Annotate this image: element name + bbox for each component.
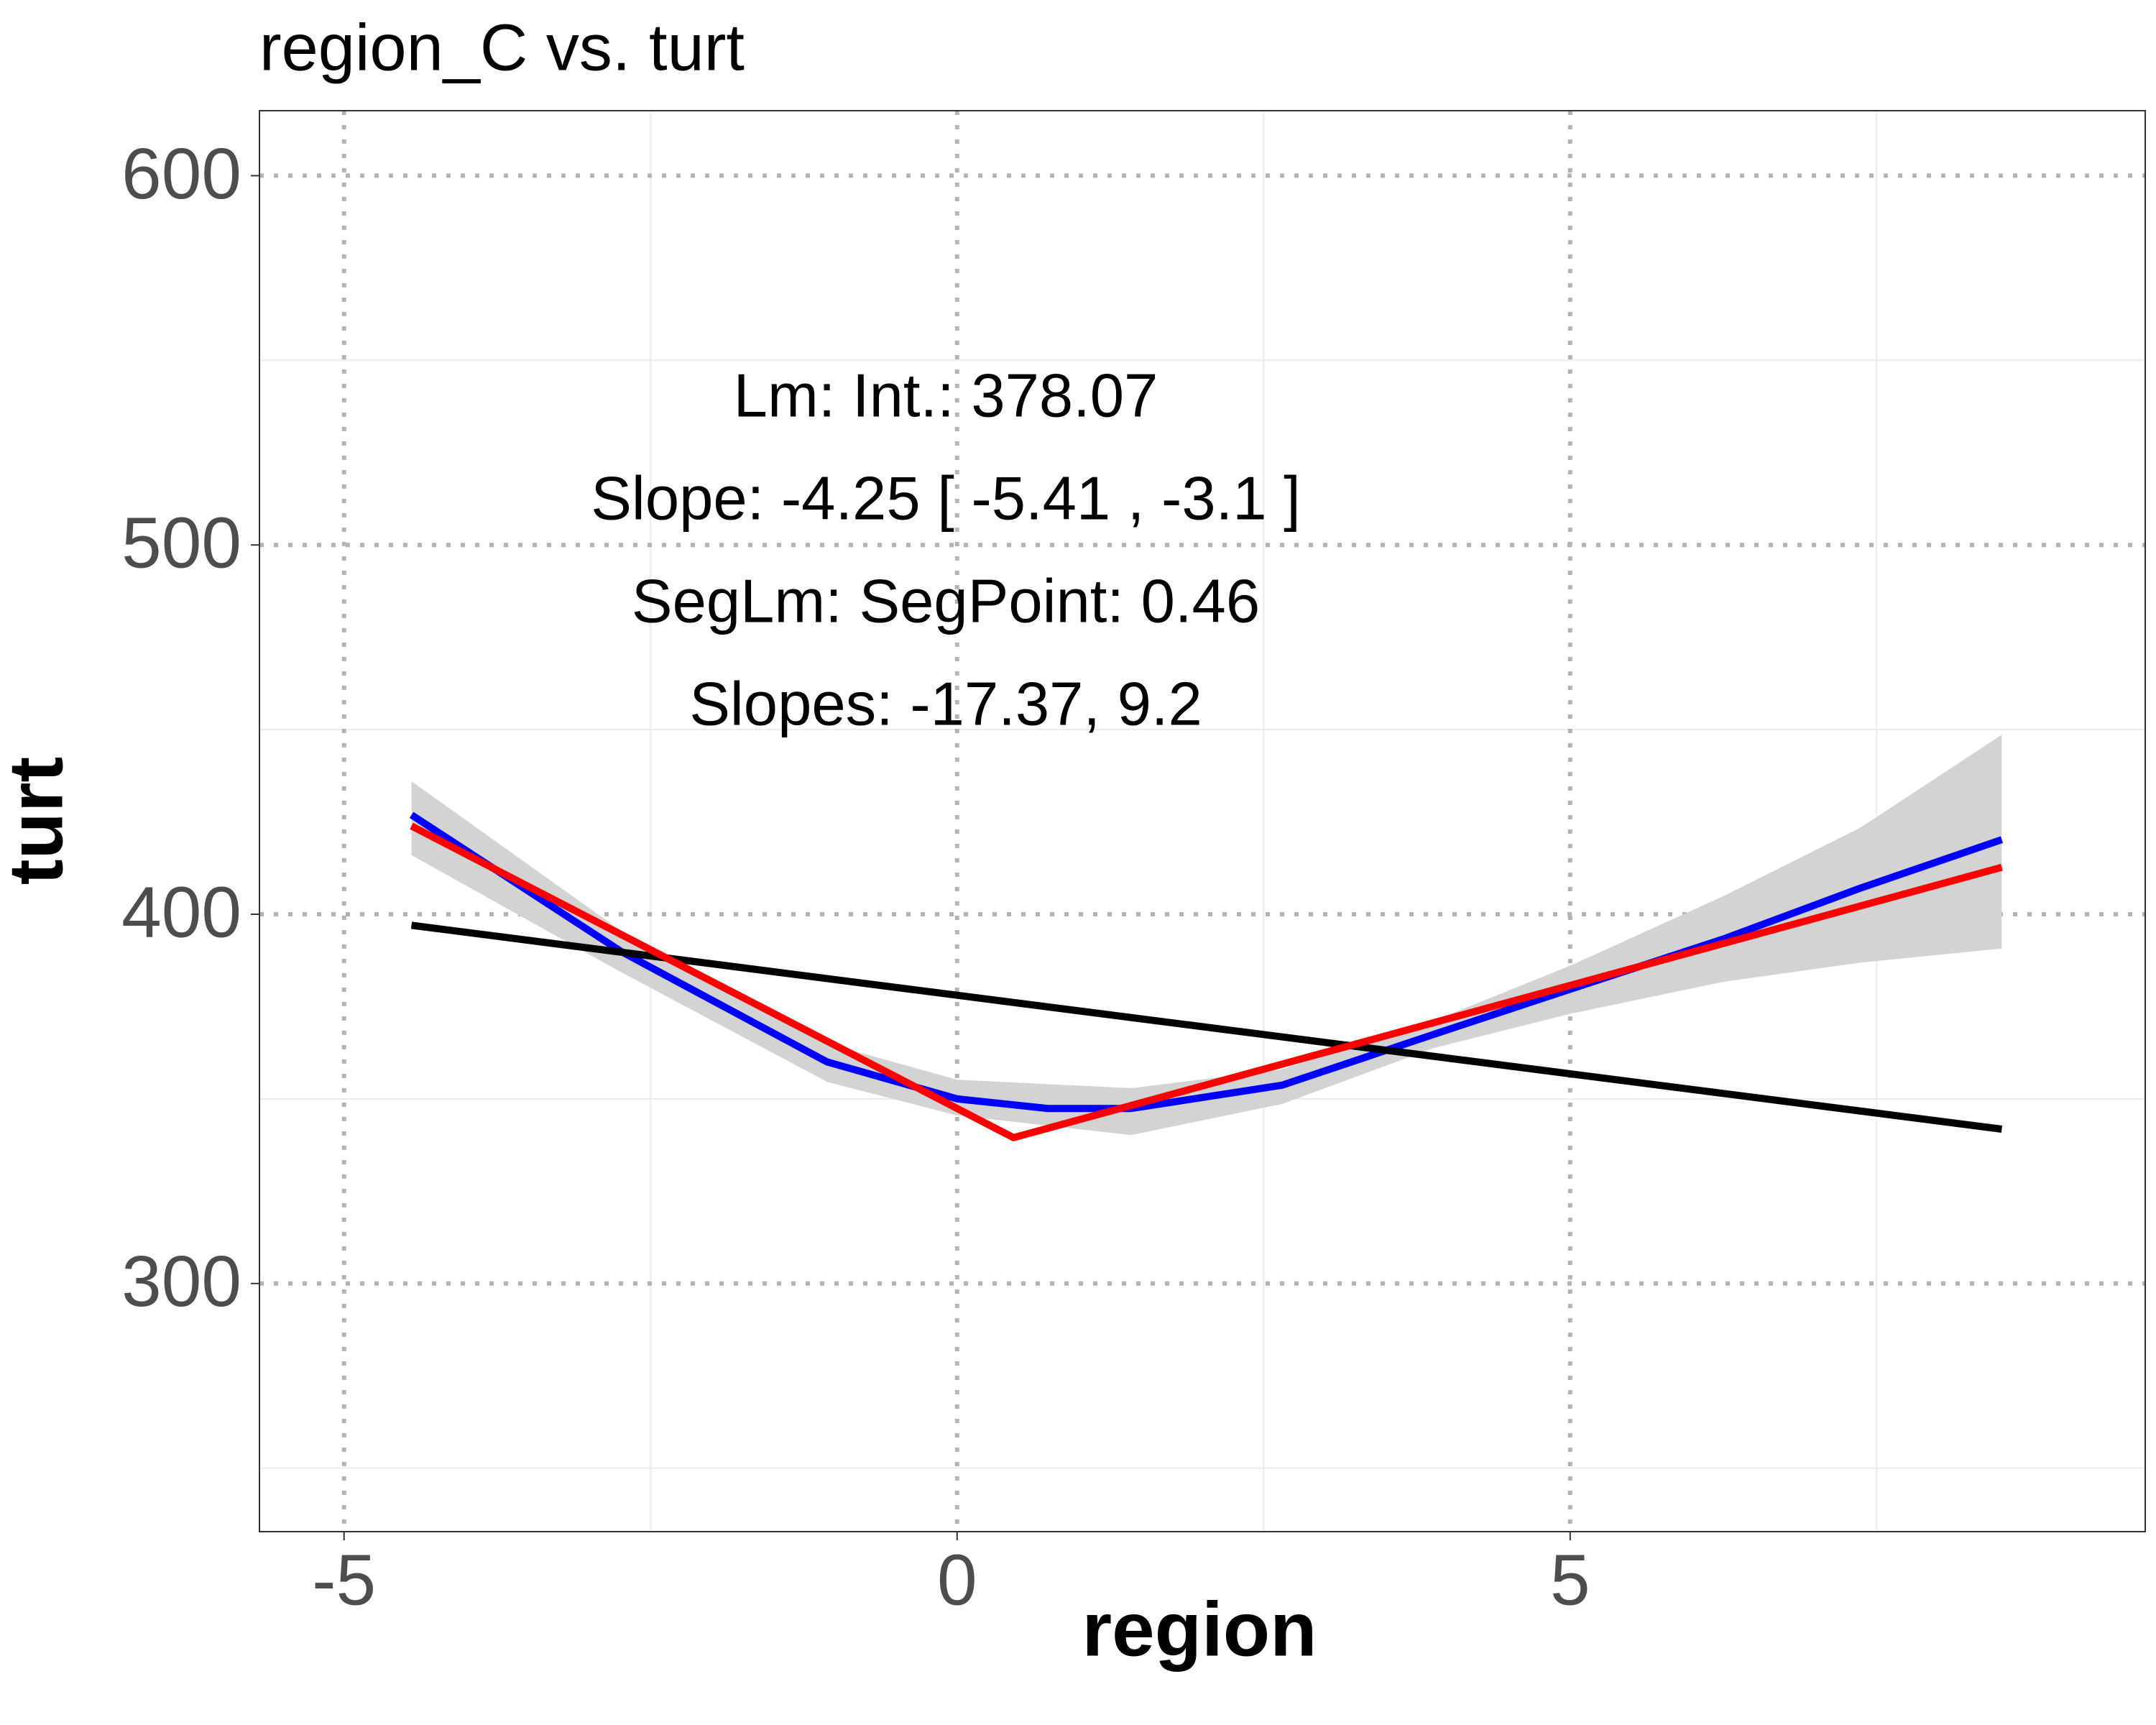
- line: [409, 811, 2004, 1113]
- plot-border: [259, 110, 2146, 1532]
- x-tick-label: -5: [312, 1540, 376, 1620]
- annotation: SegLm: SegPoint: 0.46: [632, 567, 1260, 635]
- y-axis-title: turt: [0, 757, 78, 885]
- y-tick-label: 600: [121, 134, 241, 214]
- chart-title: region_C vs. turt: [259, 11, 745, 84]
- annotation: Slope: -4.25 [ -5.41 , -3.1 ]: [591, 464, 1301, 533]
- x-tick-label: 5: [1550, 1540, 1590, 1620]
- y-tick-label: 500: [121, 503, 241, 584]
- x-axis-title: region: [1082, 1586, 1317, 1672]
- y-tick-label: 400: [121, 872, 241, 952]
- annotation: Slopes: -17.37, 9.2: [689, 670, 1202, 738]
- annotation: Lm: Int.: 378.07: [734, 362, 1158, 430]
- x-tick-label: 0: [937, 1540, 977, 1620]
- line: [410, 822, 2003, 1141]
- y-tick-label: 300: [121, 1241, 241, 1322]
